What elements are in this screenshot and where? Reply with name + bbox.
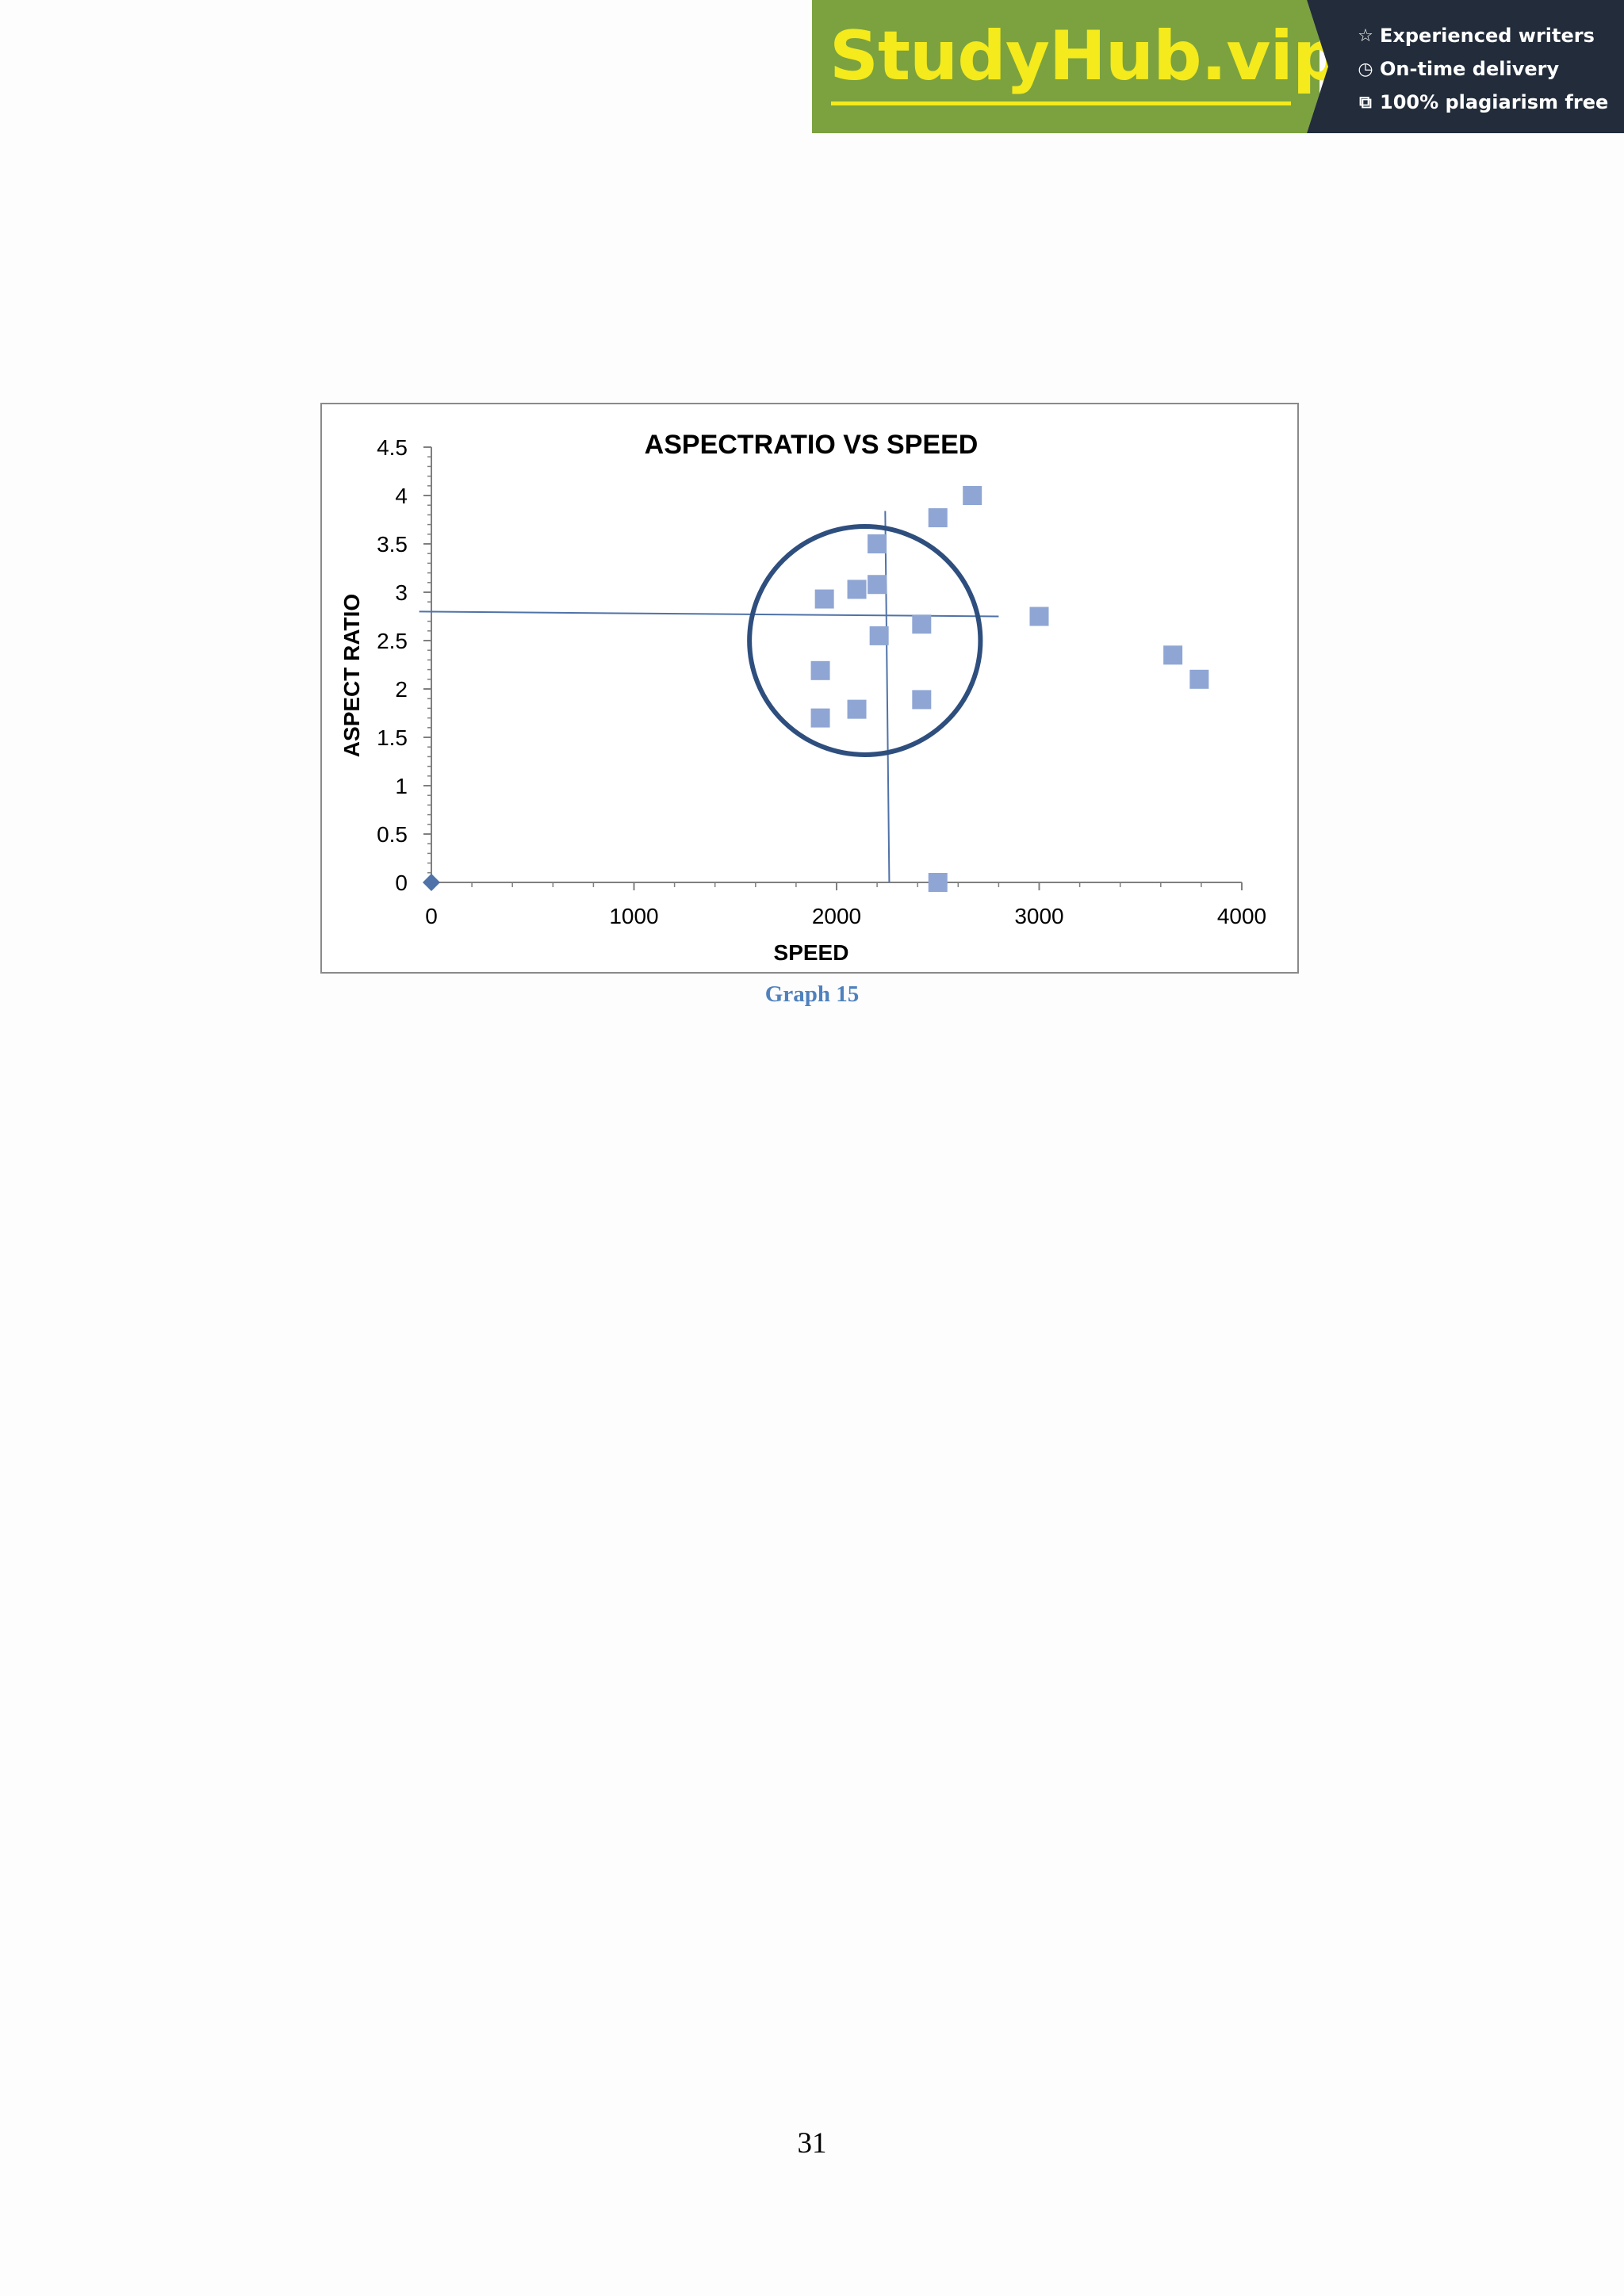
diamond-point — [423, 874, 440, 891]
horizontal-reference-line — [419, 610, 999, 618]
square-point — [869, 626, 889, 645]
y-tick-label: 4.5 — [377, 435, 408, 460]
copy-icon: ⧉ — [1359, 92, 1372, 113]
square-point — [847, 580, 867, 599]
y-tick-label: 0 — [395, 871, 408, 895]
square-point — [1029, 607, 1049, 626]
chart-title: ASPECTRATIO VS SPEED — [644, 430, 979, 460]
feature-label: On-time delivery — [1380, 58, 1560, 80]
square-point — [928, 508, 948, 528]
square-point — [814, 589, 834, 609]
y-tick-label: 2.5 — [377, 629, 408, 653]
feature-label: 100% plagiarism free — [1380, 91, 1609, 113]
feature-list: ☆ Experienced writers ◷ On-time delivery… — [1356, 19, 1618, 119]
feature-experienced-writers: ☆ Experienced writers — [1356, 19, 1618, 52]
square-point — [810, 660, 830, 680]
clock-icon: ◷ — [1358, 59, 1373, 79]
feature-plagiarism-free: ⧉ 100% plagiarism free — [1356, 86, 1618, 119]
feature-label: Experienced writers — [1380, 25, 1595, 47]
cluster-circle — [747, 524, 983, 757]
feature-on-time-delivery: ◷ On-time delivery — [1356, 52, 1618, 86]
square-point — [1189, 669, 1209, 689]
square-point — [868, 575, 887, 595]
chart-axes: 0 0.5 1 1.5 2 2.5 3 3.5 4 4.5 0 1000 2000 3000 4000 — [377, 435, 1266, 928]
figure-caption: Graph 15 — [764, 982, 860, 1007]
y-tick-label: 1 — [395, 774, 408, 798]
x-tick-label: 4000 — [1217, 904, 1266, 928]
x-tick-label: 3000 — [1014, 904, 1063, 928]
y-tick-label: 3.5 — [377, 532, 408, 557]
y-tick-label: 3 — [395, 580, 408, 605]
vertical-reference-line — [884, 511, 891, 883]
square-point — [1163, 645, 1183, 665]
banner-logo-panel: StudyHub.vip — [812, 0, 1328, 133]
y-axis-label: ASPECT RATIO — [339, 593, 364, 758]
square-point — [868, 534, 887, 553]
square-point — [912, 690, 932, 710]
chart-annotations — [419, 511, 999, 883]
y-tick-label: 1.5 — [377, 725, 408, 750]
chart-frame: 0 0.5 1 1.5 2 2.5 3 3.5 4 4.5 0 1000 2000 3000 4000 AS… — [320, 403, 1299, 974]
y-tick-label: 4 — [395, 484, 408, 508]
y-tick-label: 0.5 — [377, 822, 408, 847]
banner-features-panel — [1307, 0, 1624, 133]
square-point — [928, 873, 948, 892]
square-point — [810, 708, 830, 728]
square-point — [963, 486, 982, 505]
studyhub-banner[interactable]: StudyHub.vip ☆ Experienced writers ◷ On-… — [812, 0, 1624, 133]
page-number: 31 — [797, 2127, 827, 2160]
star-outline-icon: ☆ — [1358, 25, 1373, 46]
scatter-chart: 0 0.5 1 1.5 2 2.5 3 3.5 4 4.5 0 1000 2000 3000 4000 — [377, 435, 1266, 928]
square-point — [847, 699, 867, 719]
logo-underline — [831, 101, 1291, 105]
square-point — [912, 614, 932, 634]
chart-points — [423, 486, 1209, 892]
x-tick-label: 0 — [425, 904, 438, 928]
studyhub-logo: StudyHub.vip — [829, 17, 1341, 96]
x-tick-label: 1000 — [609, 904, 658, 928]
x-axis-label: SPEED — [773, 940, 849, 965]
x-tick-label: 2000 — [812, 904, 861, 928]
y-tick-label: 2 — [395, 677, 408, 702]
